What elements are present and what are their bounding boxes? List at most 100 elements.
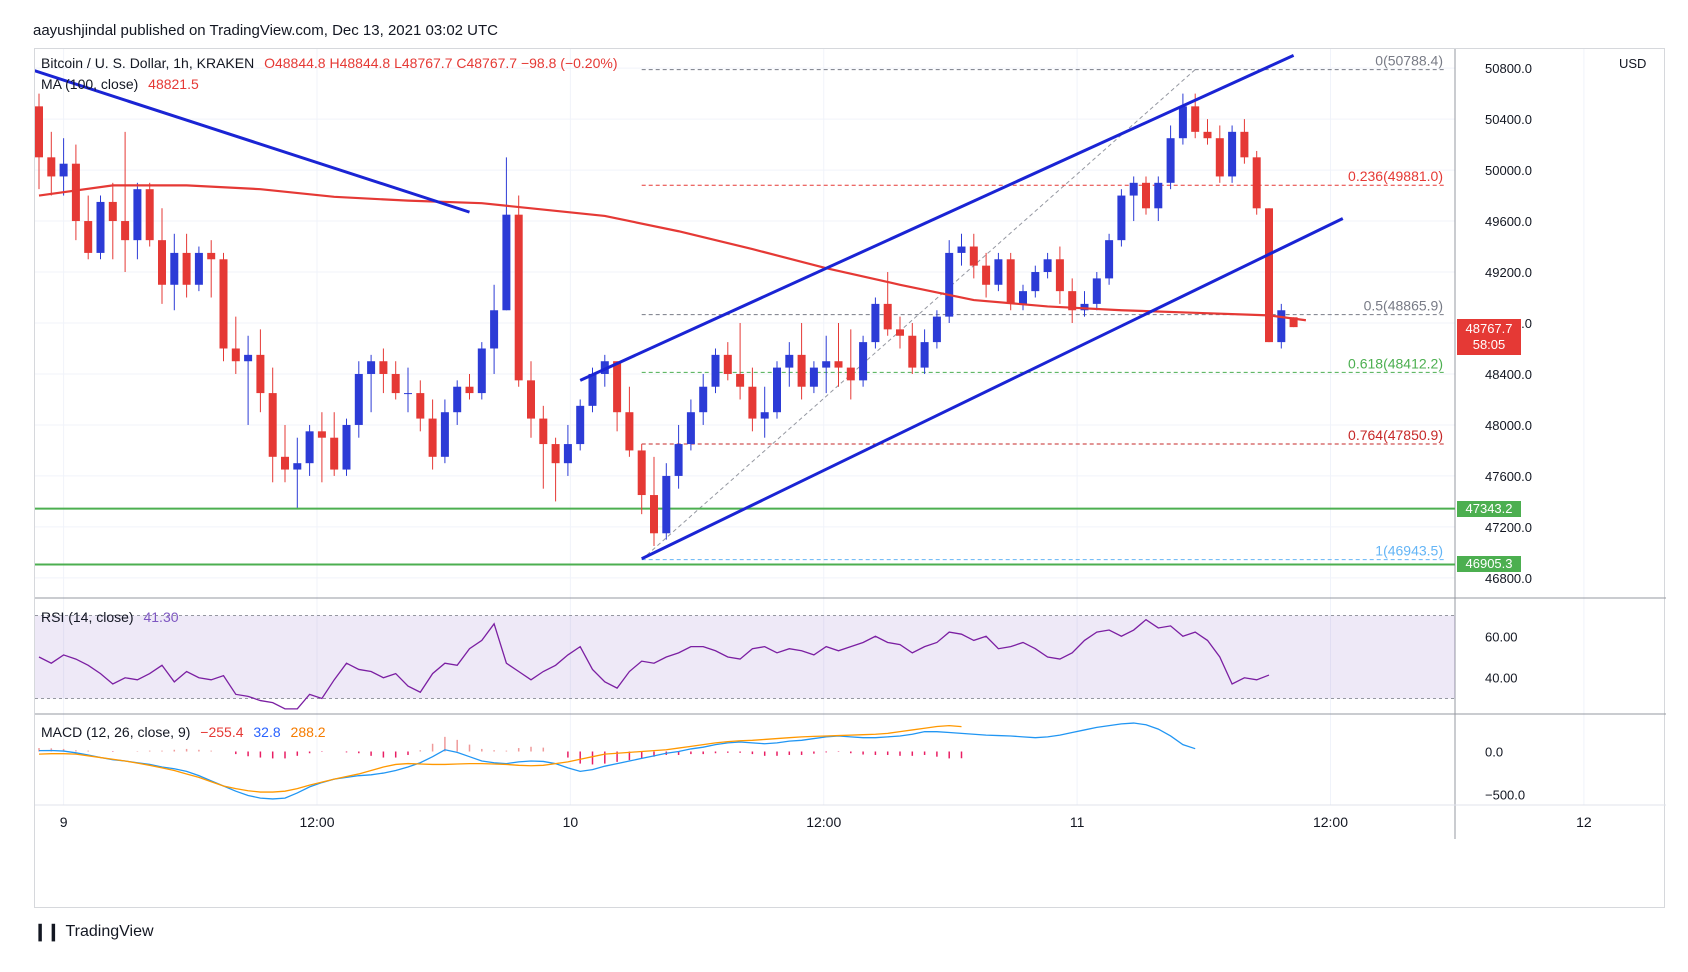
candle-body [1031, 272, 1040, 292]
chart-canvas[interactable]: 912:001012:001112:001212:001312:001412:0… [35, 49, 1666, 909]
candle-body [982, 265, 991, 285]
candle-body [342, 424, 351, 470]
candle-body [281, 456, 289, 470]
macd-legend[interactable]: MACD (12, 26, close, 9) −255.4 32.8 288.… [41, 724, 332, 740]
x-tick-label: 9 [60, 814, 68, 830]
price-tick-label: 49600.0 [1485, 214, 1532, 229]
candle-body [908, 335, 917, 368]
candle-body [969, 246, 978, 266]
candle-body [379, 361, 388, 374]
candle-body [477, 348, 486, 394]
channel-lower [641, 217, 1344, 561]
macd-signal-value: 288.2 [290, 724, 326, 740]
candle-body [932, 316, 941, 343]
rsi-legend[interactable]: RSI (14, close) 41.30 [41, 609, 185, 625]
candle-body [1142, 182, 1150, 209]
macd-line-value: 32.8 [253, 724, 281, 740]
price-tick-label: 48400.0 [1485, 367, 1532, 382]
candle-body [182, 252, 191, 285]
candle-body [1166, 138, 1175, 183]
x-tick-label: 10 [563, 814, 579, 830]
x-tick-label: 12:00 [806, 814, 841, 830]
candle-body [317, 431, 326, 438]
candle-body [637, 450, 646, 496]
candle-body [871, 303, 880, 343]
candle-body [748, 386, 757, 419]
tradingview-logo-icon: ❙❙ [33, 922, 60, 941]
candle-body [207, 252, 216, 260]
macd-tick-label: −500.0 [1485, 788, 1525, 803]
candle-body [1105, 240, 1114, 279]
candle-body [367, 361, 376, 374]
rsi-line [38, 618, 1270, 710]
price-tick-label: 50400.0 [1485, 112, 1532, 127]
candle-body [613, 361, 622, 413]
candle-body [1068, 291, 1077, 311]
bearish-trendline [35, 69, 470, 214]
candle-body [428, 418, 437, 457]
ma-label: MA (100, close) [41, 76, 139, 92]
candle-body [760, 412, 769, 419]
macd-line [38, 722, 1196, 800]
candle-body [883, 303, 892, 330]
candle-body [723, 354, 732, 374]
candle-body [170, 252, 179, 285]
candle-body [1191, 106, 1200, 132]
currency-label[interactable]: USD [1619, 56, 1647, 71]
candle-body [244, 354, 253, 362]
footer-brand-name: TradingView [65, 923, 154, 940]
candle-body [1006, 259, 1015, 304]
macd-label: MACD (12, 26, close, 9) [41, 724, 191, 740]
rsi-tick-label: 40.00 [1485, 671, 1518, 686]
candle-body [158, 240, 166, 285]
candle-body [785, 354, 794, 368]
footer-brand[interactable]: ❙❙ TradingView [33, 922, 154, 942]
candle-body [711, 354, 720, 387]
x-tick-label: 11 [1070, 814, 1085, 830]
candle-body [1043, 259, 1052, 273]
price-tick-label: 47600.0 [1485, 469, 1532, 484]
rsi-band [35, 615, 1455, 699]
chart-frame[interactable]: 912:001012:001112:001212:001312:001412:0… [34, 48, 1666, 909]
candle-body [305, 431, 314, 464]
candle-body [145, 189, 154, 241]
macd-signal-line [38, 724, 962, 793]
candle-body [736, 373, 745, 387]
support-lower-price-box: 46905.3 [1457, 556, 1521, 573]
fib-trend-line [641, 69, 1196, 560]
candle-body [1117, 195, 1126, 241]
x-tick-label: 12:00 [1313, 814, 1348, 830]
candle-body [293, 463, 302, 470]
last-price-box: 48767.7 58:05 [1457, 319, 1521, 356]
bar-countdown: 58:05 [1472, 337, 1506, 353]
price-tick-label: 50800.0 [1485, 61, 1532, 76]
candle-body [773, 367, 781, 413]
candle-body [1055, 259, 1064, 292]
fib-level-label: 0.618(48412.2) [1348, 355, 1443, 371]
candle-body [440, 412, 449, 457]
symbol-legend[interactable]: Bitcoin / U. S. Dollar, 1h, KRAKEN O4884… [41, 55, 623, 71]
candle-body [514, 214, 523, 381]
price-tick-label: 49200.0 [1485, 265, 1532, 280]
candle-body [96, 201, 105, 253]
ohlc-values: O48844.8 H48844.8 L48767.7 C48767.7 −98.… [264, 55, 618, 71]
candle-body [416, 393, 425, 419]
last-price-value: 48767.7 [1465, 321, 1513, 337]
candle-body [797, 354, 806, 387]
fib-level-label: 0.236(49881.0) [1348, 168, 1443, 184]
symbol-name[interactable]: Bitcoin / U. S. Dollar, 1h, KRAKEN [41, 55, 255, 71]
candle-body [551, 444, 560, 464]
fib-level-label: 0.764(47850.9) [1348, 427, 1443, 443]
candle-body [1240, 131, 1249, 158]
x-tick-label: 12:00 [299, 814, 334, 830]
ma-value: 48821.5 [148, 76, 199, 92]
candle-body [219, 259, 228, 349]
candle-body [539, 418, 548, 445]
candle-body [809, 367, 818, 387]
candle-body [59, 163, 68, 177]
support-upper-price-box: 47343.2 [1457, 500, 1521, 517]
candle-body [391, 373, 400, 394]
ma-legend[interactable]: MA (100, close) 48821.5 [41, 76, 205, 92]
publisher-header: aayushjindal published on TradingView.co… [33, 22, 499, 39]
candle-body [563, 444, 572, 464]
